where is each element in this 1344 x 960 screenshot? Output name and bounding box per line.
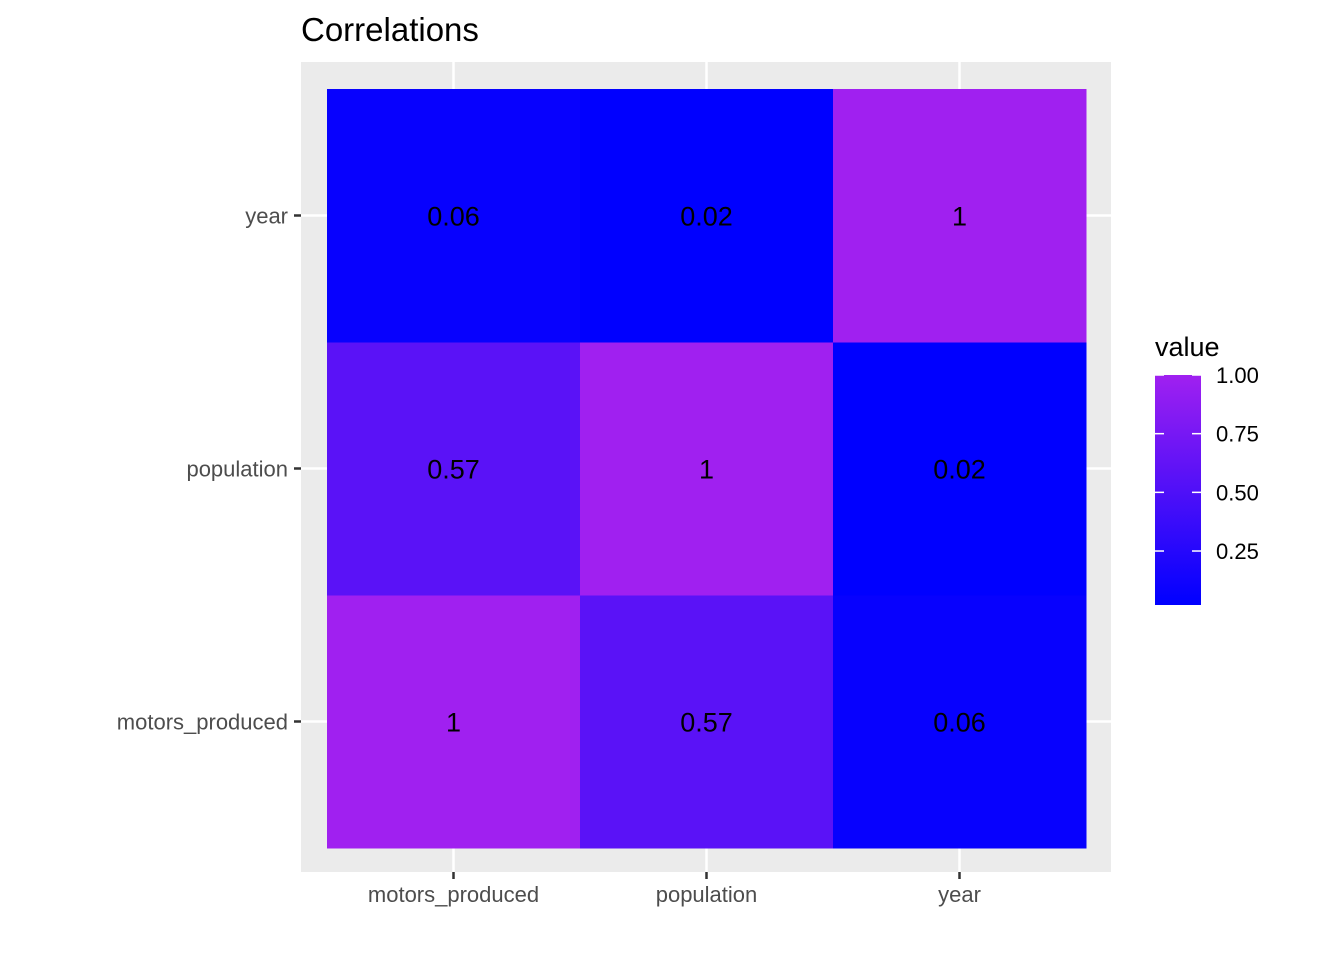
cell-labels: 1 0.57 0.06 0.57 1 0.02 0.06 0.02 1: [427, 202, 986, 738]
cell-value-label: 0.57: [680, 708, 733, 738]
heatmap-cell: [580, 89, 834, 343]
x-axis: motors_produced population year: [368, 872, 981, 907]
legend-tick-label: 0.50: [1216, 480, 1259, 505]
cell-value-label: 0.02: [680, 202, 733, 232]
x-tick-label: population: [656, 882, 758, 907]
legend: value 1.00 0.75 0.50 0.25: [1155, 332, 1259, 605]
heatmap-cell: [833, 342, 1087, 596]
y-axis: motors_produced population year: [117, 204, 301, 735]
chart-title: Correlations: [301, 11, 479, 48]
heatmap-cell: [327, 342, 581, 596]
y-tick-label: motors_produced: [117, 710, 288, 735]
y-tick-label: population: [186, 457, 288, 482]
cell-value-label: 1: [446, 708, 461, 738]
cell-value-label: 0.02: [933, 455, 986, 485]
heatmap-cell: [833, 595, 1087, 849]
legend-tick-label: 0.75: [1216, 422, 1259, 447]
legend-tick-label: 0.25: [1216, 539, 1259, 564]
cell-value-label: 0.06: [427, 202, 480, 232]
legend-colorbar: [1155, 375, 1201, 605]
y-tick-label: year: [245, 204, 288, 229]
heatmap-cell: [580, 342, 834, 596]
x-tick-label: motors_produced: [368, 882, 539, 907]
legend-title: value: [1155, 332, 1220, 362]
cell-value-label: 1: [699, 455, 714, 485]
cell-value-label: 1: [952, 202, 967, 232]
heatmap-cell: [580, 595, 834, 849]
cell-value-label: 0.57: [427, 455, 480, 485]
heatmap-cell: [327, 89, 581, 343]
legend-tick-label: 1.00: [1216, 363, 1259, 388]
cell-value-label: 0.06: [933, 708, 986, 738]
heatmap-cell: [327, 595, 581, 849]
legend-ticks: 1.00 0.75 0.50 0.25: [1155, 363, 1259, 564]
heatmap-cells: [327, 89, 1087, 849]
heatmap-cell: [833, 89, 1087, 343]
x-tick-label: year: [938, 882, 981, 907]
